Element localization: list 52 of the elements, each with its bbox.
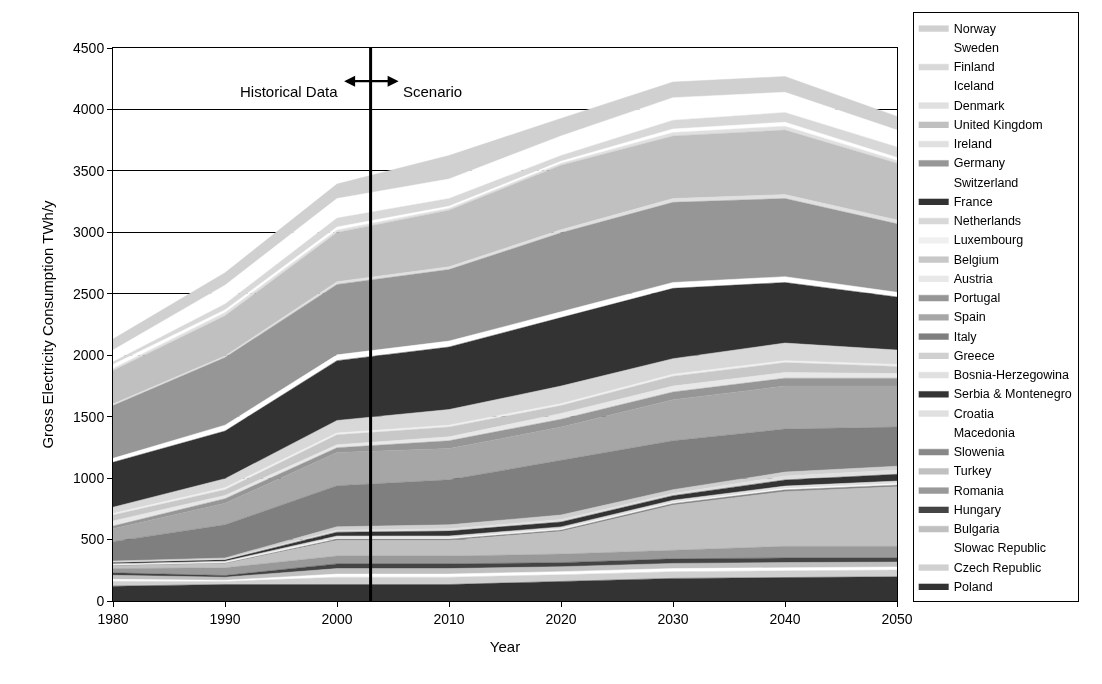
x-tick-label: 1980	[97, 610, 129, 627]
legend-label: Poland	[953, 579, 993, 594]
y-tick-label: 2000	[73, 347, 105, 364]
legend-label: Croatia	[953, 406, 995, 421]
y-tick-label: 1500	[73, 408, 105, 425]
y-tick-label: 3000	[73, 224, 105, 241]
text: Macedonia	[953, 425, 1015, 440]
legend-label: Bosnia-Herzegowina	[953, 368, 1070, 383]
legend-label: Turkey	[953, 464, 993, 479]
legend-label: Serbia & Montenegro	[953, 387, 1072, 402]
legend-label: Slowenia	[953, 445, 1005, 460]
legend-label: Hungary	[953, 502, 1002, 517]
legend-label: Germany	[953, 156, 1006, 171]
legend-label: Belgium	[953, 252, 999, 267]
text: Slowac Republic	[953, 541, 1047, 556]
legend-label: Spain	[953, 310, 986, 325]
annotation: Scenario	[403, 83, 463, 100]
x-tick-label: 2000	[321, 610, 353, 627]
legend-label: France	[953, 194, 993, 209]
y-tick-label: 1000	[73, 470, 105, 487]
legend-label: Finland	[953, 60, 995, 75]
text: Switzerland	[953, 175, 1019, 190]
x-tick-label: 2040	[769, 610, 801, 627]
legend-label: Greece	[953, 348, 995, 363]
y-tick-label: 4000	[73, 101, 105, 118]
legend-label: Czech Republic	[953, 560, 1042, 575]
x-tick-label: 2020	[545, 610, 577, 627]
legend-label: Romania	[953, 483, 1004, 498]
x-tick-label: 2010	[433, 610, 465, 627]
legend-label: Ireland	[953, 137, 992, 152]
y-tick-label: 2500	[73, 285, 105, 302]
annotation: Historical Data	[240, 83, 339, 100]
legend-label: Italy	[953, 329, 978, 344]
x-axis-title: Year	[489, 637, 521, 655]
legend-label: Netherlands	[953, 214, 1022, 229]
legend-label: Denmark	[953, 98, 1006, 113]
text: Iceland	[953, 79, 995, 94]
y-axis-title: Gross Electricity Consumption TWh/y	[39, 199, 57, 449]
legend-label: Austria	[953, 271, 993, 286]
x-tick-label: 1990	[209, 610, 241, 627]
legend-label: Portugal	[953, 291, 1001, 306]
y-tick-label: 500	[80, 531, 105, 548]
text: Sweden	[953, 40, 999, 55]
y-tick-label: 0	[96, 592, 105, 609]
legend-label: Luxembourg	[953, 233, 1024, 248]
x-tick-label: 2030	[657, 610, 689, 627]
legend-label: Bulgaria	[953, 522, 1000, 537]
y-tick-label: 3500	[73, 162, 105, 179]
legend-label: Norway	[953, 21, 997, 36]
legend-label: United Kingdom	[953, 117, 1043, 132]
x-tick-label: 2050	[881, 610, 913, 627]
y-tick-label: 4500	[73, 39, 105, 56]
